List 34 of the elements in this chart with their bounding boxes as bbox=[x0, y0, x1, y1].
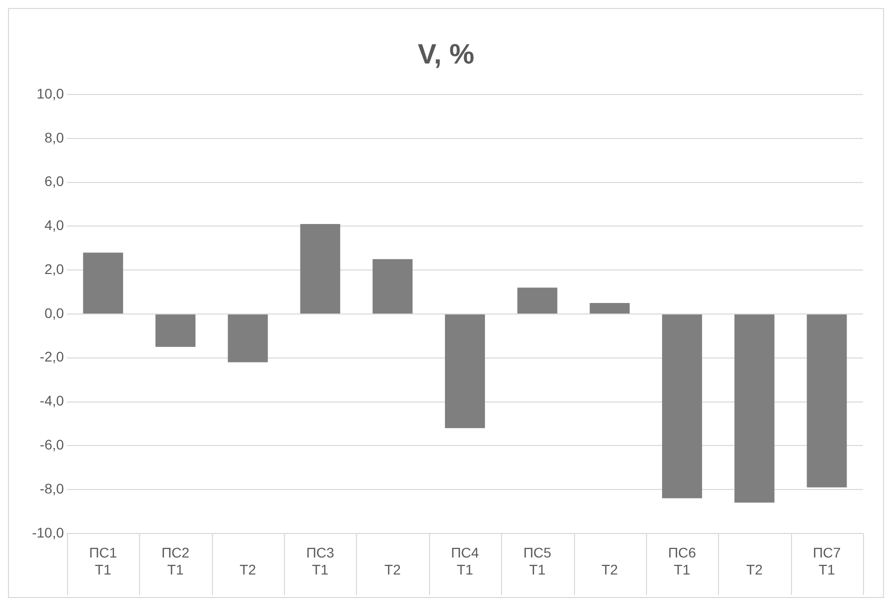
bar bbox=[83, 252, 124, 314]
y-tick-label: 8,0 bbox=[44, 129, 64, 146]
y-tick-label: -10,0 bbox=[32, 524, 64, 540]
bar bbox=[662, 314, 702, 498]
y-tick-label: -4,0 bbox=[40, 392, 64, 409]
x-tick-label: T2 bbox=[240, 561, 256, 578]
x-tick-label: ПС5 T1 bbox=[523, 544, 552, 578]
y-tick-label: 4,0 bbox=[44, 217, 64, 234]
x-tick-label: ПС1 T1 bbox=[89, 544, 118, 578]
bar bbox=[372, 259, 413, 314]
bar bbox=[155, 314, 196, 347]
x-tick-label: T2 bbox=[602, 561, 618, 578]
x-tick-label: ПС3 T1 bbox=[306, 544, 334, 578]
x-tick-label: T2 bbox=[384, 561, 401, 578]
y-tick-label: 2,0 bbox=[44, 260, 64, 277]
y-tick-label: 0,0 bbox=[44, 304, 64, 321]
x-tick-label: ПС2 T1 bbox=[161, 544, 190, 578]
bar bbox=[228, 314, 268, 362]
y-tick-label: -8,0 bbox=[40, 480, 64, 496]
x-tick-label: ПС4 T1 bbox=[450, 544, 480, 578]
x-tick-label: ПС7 T1 bbox=[812, 544, 842, 578]
chart-title: V, % bbox=[418, 38, 474, 70]
x-tick-label: T2 bbox=[746, 561, 763, 578]
bar bbox=[517, 288, 558, 314]
x-tick-label: ПС6 T1 bbox=[668, 544, 696, 578]
y-tick-label: -2,0 bbox=[40, 348, 64, 365]
bar bbox=[444, 314, 485, 428]
y-tick-label: 10,0 bbox=[36, 85, 64, 102]
y-tick-label: 6,0 bbox=[44, 173, 64, 190]
bar bbox=[806, 314, 847, 488]
bar bbox=[300, 224, 340, 314]
bar bbox=[734, 314, 774, 503]
bar bbox=[590, 303, 630, 314]
y-tick-label: -6,0 bbox=[40, 436, 64, 452]
